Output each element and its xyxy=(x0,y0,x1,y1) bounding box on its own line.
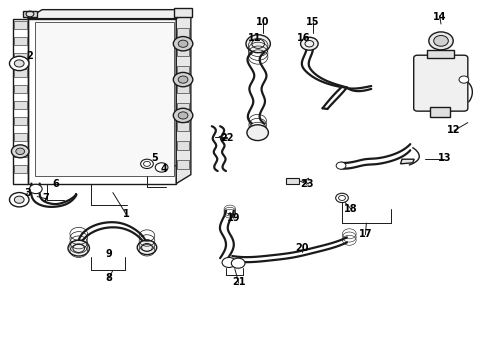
Text: 4: 4 xyxy=(161,164,167,174)
Text: 5: 5 xyxy=(151,153,157,163)
Polygon shape xyxy=(285,178,299,184)
Text: 9: 9 xyxy=(105,248,112,258)
Bar xyxy=(177,85,188,94)
Polygon shape xyxy=(22,12,37,17)
Circle shape xyxy=(9,193,29,207)
Circle shape xyxy=(178,112,187,119)
Text: 20: 20 xyxy=(295,243,308,253)
Text: 10: 10 xyxy=(256,17,269,27)
Bar xyxy=(177,122,188,131)
Bar xyxy=(14,101,26,109)
Bar xyxy=(14,53,26,61)
Bar xyxy=(13,19,27,184)
Text: 15: 15 xyxy=(305,17,319,27)
Text: 12: 12 xyxy=(447,125,460,135)
Text: 22: 22 xyxy=(220,133,234,143)
Bar xyxy=(27,19,176,184)
Text: 6: 6 xyxy=(52,179,59,189)
Circle shape xyxy=(246,125,268,140)
Bar xyxy=(173,8,192,17)
Circle shape xyxy=(11,145,29,158)
Text: 18: 18 xyxy=(343,204,357,214)
Bar xyxy=(177,66,188,75)
Circle shape xyxy=(428,32,452,50)
Bar xyxy=(35,22,173,176)
Text: 14: 14 xyxy=(432,12,446,22)
Circle shape xyxy=(335,193,347,203)
Polygon shape xyxy=(176,10,190,184)
Text: 7: 7 xyxy=(42,193,49,203)
Circle shape xyxy=(178,40,187,47)
Text: 13: 13 xyxy=(437,153,450,163)
Polygon shape xyxy=(400,159,413,164)
Bar xyxy=(14,37,26,45)
Circle shape xyxy=(335,162,345,169)
Bar xyxy=(177,46,188,55)
Bar xyxy=(177,28,188,37)
Text: 17: 17 xyxy=(358,229,371,239)
Circle shape xyxy=(173,108,192,123)
Bar xyxy=(14,69,26,77)
Bar xyxy=(14,85,26,93)
Text: 1: 1 xyxy=(123,209,130,219)
Circle shape xyxy=(141,159,153,168)
Text: 19: 19 xyxy=(226,213,240,222)
Circle shape xyxy=(16,148,24,154)
Text: 2: 2 xyxy=(26,51,33,61)
Circle shape xyxy=(29,184,42,194)
Bar xyxy=(177,160,188,169)
Circle shape xyxy=(173,37,192,51)
Bar xyxy=(14,149,26,157)
Circle shape xyxy=(9,56,29,71)
FancyBboxPatch shape xyxy=(413,55,467,111)
Text: 16: 16 xyxy=(297,33,310,43)
Circle shape xyxy=(155,163,167,172)
Circle shape xyxy=(68,240,89,256)
Text: 3: 3 xyxy=(24,188,31,198)
Bar xyxy=(14,133,26,141)
Bar xyxy=(427,50,453,58)
Circle shape xyxy=(222,257,235,267)
Circle shape xyxy=(178,76,187,83)
Circle shape xyxy=(433,36,447,46)
Circle shape xyxy=(137,240,157,255)
Bar xyxy=(429,107,449,117)
Polygon shape xyxy=(27,10,190,19)
Text: 23: 23 xyxy=(300,179,313,189)
Bar xyxy=(177,141,188,150)
Circle shape xyxy=(14,60,24,67)
Circle shape xyxy=(300,37,318,50)
Circle shape xyxy=(245,35,270,53)
Bar xyxy=(177,103,188,112)
Circle shape xyxy=(14,196,24,203)
Text: 21: 21 xyxy=(231,277,245,287)
Text: 11: 11 xyxy=(247,33,261,43)
Bar xyxy=(14,22,26,30)
Text: 8: 8 xyxy=(105,273,112,283)
Bar xyxy=(14,165,26,173)
Circle shape xyxy=(173,72,192,87)
Bar xyxy=(14,117,26,125)
Circle shape xyxy=(458,76,468,83)
Circle shape xyxy=(231,258,244,268)
